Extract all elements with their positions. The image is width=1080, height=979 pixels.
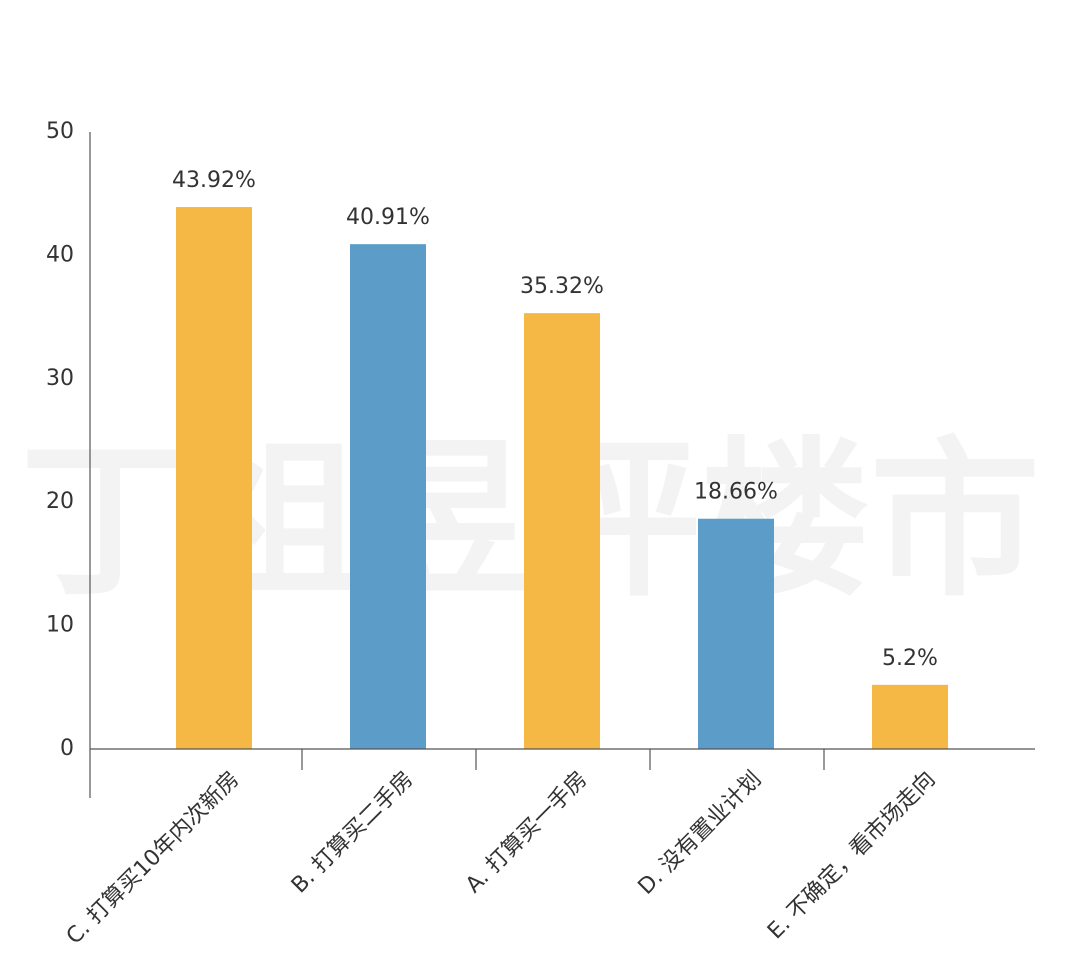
- x-tick-label: A. 打算买一手房: [461, 767, 592, 898]
- x-tick-label: B. 打算买二手房: [287, 767, 419, 899]
- bar: [698, 518, 774, 749]
- bar: [524, 313, 600, 749]
- bar: [872, 684, 948, 749]
- value-label: 5.2%: [882, 646, 938, 671]
- x-tick-label: C. 打算买10年内次新房: [62, 767, 245, 950]
- bar: [350, 244, 426, 749]
- value-label: 18.66%: [694, 480, 778, 505]
- y-tick-label: 20: [46, 489, 74, 514]
- value-label: 35.32%: [520, 274, 604, 299]
- bar: [176, 207, 252, 749]
- y-tick-label: 30: [46, 366, 74, 391]
- y-tick-label: 40: [46, 242, 74, 267]
- y-tick-label: 0: [60, 736, 74, 761]
- x-tick-label: E. 不确定，看市场走向: [763, 767, 940, 944]
- y-tick-label: 50: [46, 119, 74, 144]
- value-label: 43.92%: [172, 168, 256, 193]
- y-tick-label: 10: [46, 613, 74, 638]
- value-label: 40.91%: [346, 205, 430, 230]
- x-tick-label: D. 没有置业计划: [634, 767, 767, 900]
